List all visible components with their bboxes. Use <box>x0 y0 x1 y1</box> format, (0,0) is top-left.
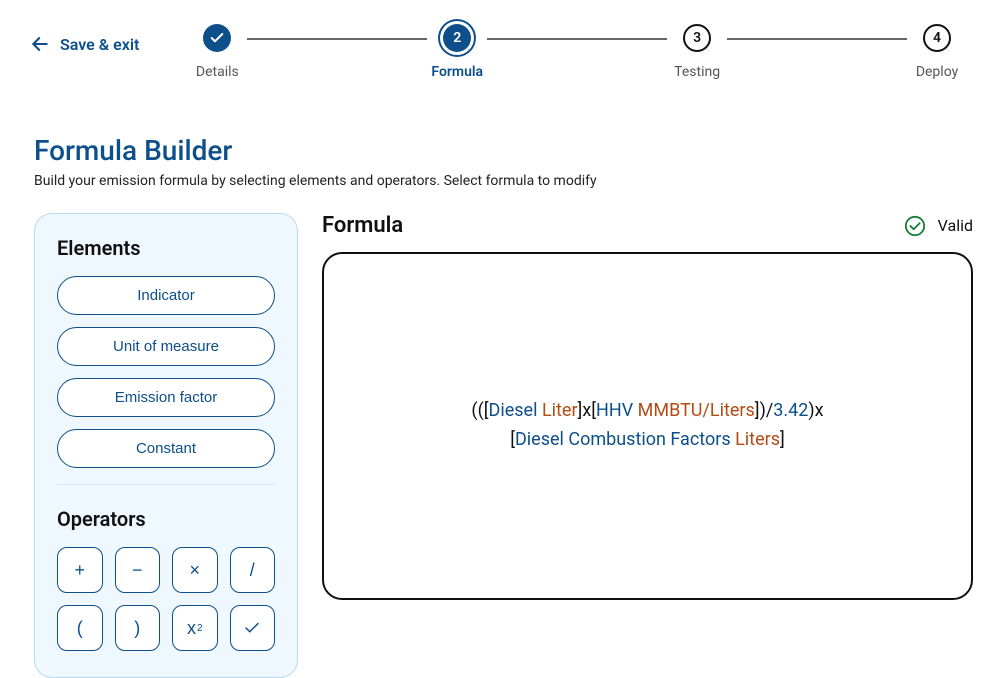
formula-expression: (([Diesel Liter]x[HHV MMBTU/Liters])/3.4… <box>471 397 823 455</box>
op-paren-close[interactable]: ) <box>115 605 161 651</box>
top-bar: Save & exit Details 2 Formula 3 Testing … <box>0 0 997 80</box>
valid-text: Valid <box>938 216 973 235</box>
op-divide[interactable]: / <box>230 547 276 593</box>
elements-heading: Elements <box>57 236 275 260</box>
op-paren-open[interactable]: ( <box>57 605 103 651</box>
valid-badge: Valid <box>904 215 973 237</box>
step-label: Details <box>196 64 239 80</box>
check-icon <box>203 24 231 52</box>
operators-heading: Operators <box>57 507 275 531</box>
op-plus[interactable]: + <box>57 547 103 593</box>
divider <box>57 484 275 485</box>
op-check[interactable] <box>230 605 276 651</box>
op-power[interactable]: x2 <box>172 605 218 651</box>
step-number: 4 <box>923 24 951 52</box>
save-exit-button[interactable]: Save & exit <box>30 24 139 54</box>
formula-box[interactable]: (([Diesel Liter]x[HHV MMBTU/Liters])/3.4… <box>322 252 973 600</box>
main-area: Elements Indicator Unit of measure Emiss… <box>0 189 997 678</box>
op-minus[interactable]: − <box>115 547 161 593</box>
step-deploy[interactable]: 4 Deploy <box>907 24 967 80</box>
emission-factor-button[interactable]: Emission factor <box>57 378 275 417</box>
formula-header: Formula Valid <box>322 213 973 238</box>
step-number: 3 <box>683 24 711 52</box>
operators-grid: + − × / ( ) x2 <box>57 547 275 651</box>
page-header: Formula Builder Build your emission form… <box>0 80 997 189</box>
unit-of-measure-button[interactable]: Unit of measure <box>57 327 275 366</box>
elements-panel: Elements Indicator Unit of measure Emiss… <box>34 213 298 678</box>
step-testing[interactable]: 3 Testing <box>667 24 727 80</box>
step-connector <box>247 38 427 40</box>
save-exit-label: Save & exit <box>60 35 139 54</box>
constant-button[interactable]: Constant <box>57 429 275 468</box>
check-circle-icon <box>904 215 926 237</box>
step-formula[interactable]: 2 Formula <box>427 24 487 80</box>
check-icon <box>243 619 261 637</box>
step-details[interactable]: Details <box>187 24 247 80</box>
formula-heading: Formula <box>322 213 403 238</box>
step-label: Testing <box>674 64 720 80</box>
page-subtitle: Build your emission formula by selecting… <box>34 173 963 189</box>
op-multiply[interactable]: × <box>172 547 218 593</box>
step-connector <box>487 38 667 40</box>
step-number: 2 <box>443 24 471 52</box>
step-label: Formula <box>431 64 483 80</box>
stepper: Details 2 Formula 3 Testing 4 Deploy <box>187 24 967 80</box>
page-title: Formula Builder <box>34 134 963 167</box>
arrow-left-icon <box>30 34 50 54</box>
indicator-button[interactable]: Indicator <box>57 276 275 315</box>
formula-panel: Formula Valid (([Diesel Liter]x[HHV MMBT… <box>322 213 973 600</box>
step-label: Deploy <box>916 64 958 80</box>
step-connector <box>727 38 907 40</box>
